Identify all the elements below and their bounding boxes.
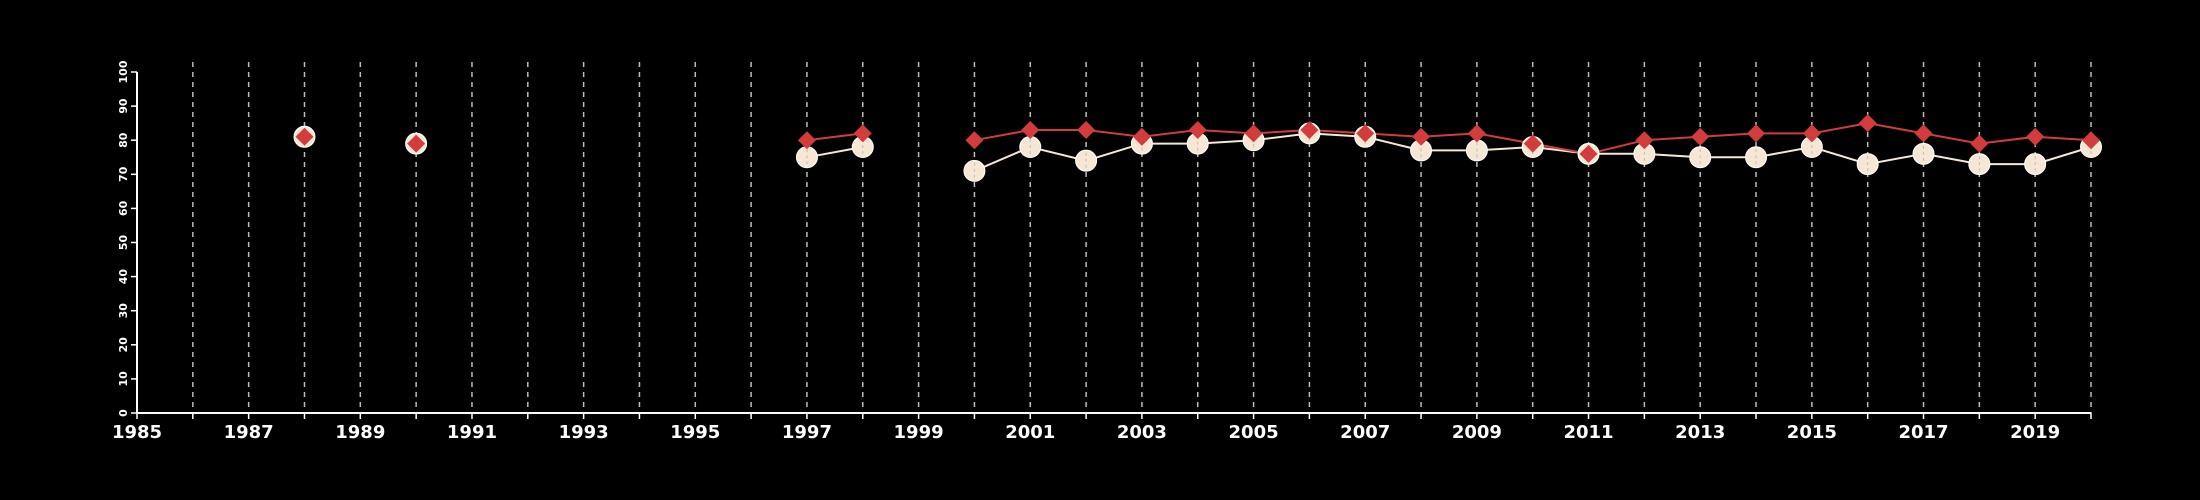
x-tick-label: 1991: [447, 422, 497, 443]
data-point-diamond: [1858, 114, 1877, 133]
data-point-diamond: [1244, 124, 1263, 143]
data-point-diamond: [1914, 124, 1933, 143]
data-point-diamond: [1523, 134, 1542, 153]
y-tick-label: 40: [117, 269, 130, 285]
data-point-diamond: [853, 124, 872, 143]
x-tick-label: 2013: [1675, 422, 1725, 443]
data-point-diamond: [295, 127, 314, 146]
data-point-diamond: [1970, 134, 1989, 153]
data-point-diamond: [1412, 127, 1431, 146]
y-tick-label: 0: [117, 409, 130, 417]
data-point-diamond: [1579, 144, 1598, 163]
data-point-diamond: [1747, 124, 1766, 143]
data-point-diamond: [1188, 120, 1207, 139]
x-tick-label: 1989: [335, 422, 385, 443]
data-point-diamond: [1467, 124, 1486, 143]
data-point-diamond: [407, 134, 426, 153]
series-line-2: [806, 132, 863, 142]
y-tick-label: 60: [117, 200, 130, 216]
data-point-diamond: [1077, 120, 1096, 139]
series-layer: [293, 114, 2102, 182]
x-tick-label: 2005: [1229, 422, 1279, 443]
x-tick-label: 2017: [1898, 422, 1948, 443]
x-tick-label: 1993: [559, 422, 609, 443]
grid-lines: [192, 62, 2092, 413]
data-point-diamond: [1132, 127, 1151, 146]
y-tick-label: 50: [117, 235, 130, 251]
data-point-diamond: [965, 131, 984, 150]
x-tick-label: 2015: [1787, 422, 1837, 443]
data-point-diamond: [1635, 131, 1654, 150]
x-tick-label: 2003: [1117, 422, 1167, 443]
x-tick-label: 2001: [1005, 422, 1055, 443]
data-point-diamond: [1021, 120, 1040, 139]
x-tick-label: 2007: [1340, 422, 1390, 443]
y-tick-label: 90: [117, 98, 130, 114]
x-tick-label: 1987: [224, 422, 274, 443]
data-point-diamond: [1691, 127, 1710, 146]
y-tick-label: 70: [117, 166, 130, 182]
x-tick-label: 2019: [2010, 422, 2060, 443]
data-point-diamond: [2026, 127, 2045, 146]
x-tick-label: 1999: [894, 422, 944, 443]
y-tick-label: 10: [117, 371, 130, 387]
data-point-diamond: [2082, 131, 2100, 150]
data-point-diamond: [797, 131, 816, 150]
data-point-diamond: [1356, 124, 1375, 143]
axes: 0 10 20 30 40 50 60 70 80 90 100 1985 1987 1989 1991 19…: [112, 60, 2092, 443]
x-tick-label: 1985: [112, 422, 162, 443]
y-tick-label: 80: [117, 132, 130, 148]
data-point-diamond: [1300, 120, 1319, 139]
y-tick-label: 20: [117, 337, 130, 353]
x-tick-label: 1997: [782, 422, 832, 443]
x-tick-label: 1995: [670, 422, 720, 443]
x-tick-label: 2011: [1563, 422, 1613, 443]
data-point-diamond: [1802, 124, 1821, 143]
y-tick-label: 30: [117, 303, 130, 319]
x-tick-label: 2009: [1452, 422, 1502, 443]
y-tick-label: 100: [117, 60, 130, 83]
